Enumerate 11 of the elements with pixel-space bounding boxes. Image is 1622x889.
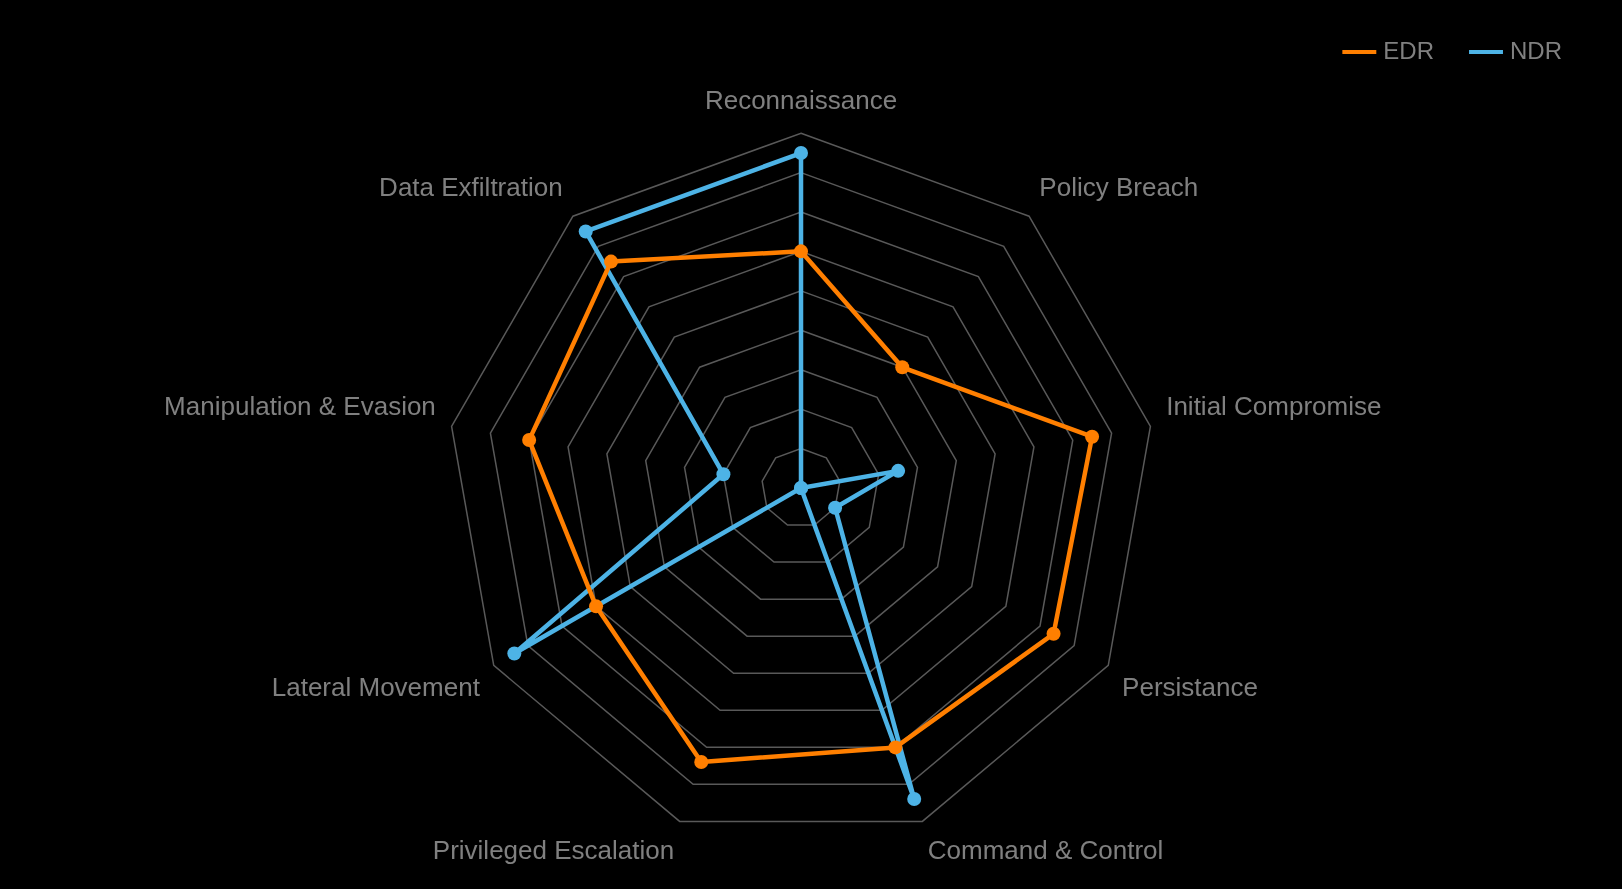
spoke-label: Command & Control [927,835,1164,866]
spoke-label: Privileged Escalation [432,835,675,866]
spoke-label: Reconnaissance [704,84,898,115]
spoke-label: Policy Breach [1039,171,1199,202]
spoke-label: Lateral Movement [271,672,481,703]
spoke-label: Persistance [1122,672,1258,703]
legend-label: EDR [1383,36,1434,64]
spoke-label: Manipulation & Evasion [164,391,436,422]
legend-label: NDR [1510,36,1562,64]
spoke-label: Data Exfiltration [379,171,563,202]
spoke-label: Initial Compromise [1166,391,1382,422]
